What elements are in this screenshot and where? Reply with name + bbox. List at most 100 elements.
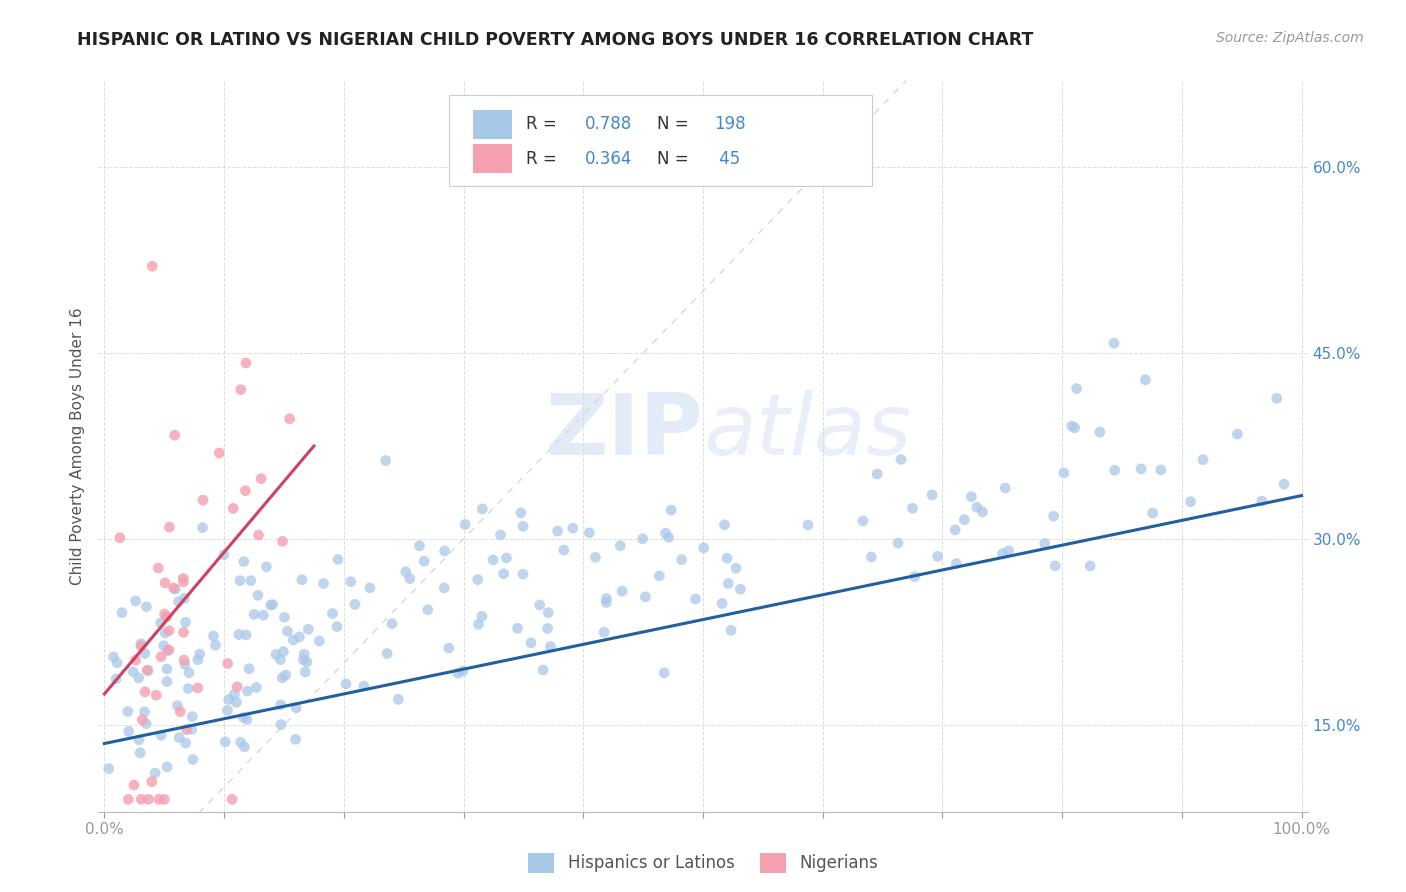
Text: R =: R = bbox=[526, 150, 562, 168]
Point bbox=[1078, 558, 1101, 573]
Point bbox=[224, 687, 246, 701]
Point bbox=[191, 493, 214, 508]
Point bbox=[713, 517, 735, 532]
Point bbox=[128, 732, 150, 747]
Point bbox=[609, 539, 631, 553]
Point bbox=[408, 539, 430, 553]
Point bbox=[181, 753, 204, 767]
Point bbox=[97, 762, 120, 776]
Point bbox=[717, 576, 740, 591]
Point bbox=[671, 552, 693, 566]
Point bbox=[1033, 536, 1056, 550]
Point bbox=[612, 584, 634, 599]
Point bbox=[529, 598, 551, 612]
Point bbox=[188, 647, 211, 661]
Point bbox=[583, 550, 606, 565]
Point bbox=[416, 603, 439, 617]
Point bbox=[273, 610, 295, 624]
Point bbox=[166, 698, 188, 713]
Point bbox=[531, 663, 554, 677]
Point bbox=[454, 517, 477, 532]
Point bbox=[134, 705, 156, 719]
Point bbox=[221, 792, 243, 806]
Point bbox=[236, 713, 259, 727]
Point bbox=[335, 677, 357, 691]
Point bbox=[167, 594, 190, 608]
Point bbox=[659, 503, 682, 517]
Point bbox=[129, 637, 152, 651]
Point bbox=[1265, 392, 1288, 406]
Point bbox=[288, 630, 311, 644]
Point bbox=[292, 647, 315, 661]
Point bbox=[204, 638, 226, 652]
Point bbox=[129, 639, 152, 653]
Point bbox=[271, 671, 294, 685]
Point bbox=[433, 544, 456, 558]
Point bbox=[232, 710, 254, 724]
Point bbox=[997, 544, 1019, 558]
Point bbox=[866, 467, 889, 481]
Point bbox=[1043, 558, 1066, 573]
Point bbox=[225, 695, 247, 709]
Point bbox=[153, 792, 176, 806]
Point bbox=[537, 606, 560, 620]
Point bbox=[236, 684, 259, 698]
Point bbox=[395, 565, 418, 579]
Point bbox=[312, 576, 335, 591]
Point bbox=[226, 680, 249, 694]
Point bbox=[138, 792, 160, 806]
Point bbox=[218, 692, 240, 706]
Point bbox=[711, 597, 734, 611]
Point bbox=[273, 644, 295, 658]
Point bbox=[167, 731, 190, 745]
Point bbox=[243, 607, 266, 622]
Point bbox=[174, 615, 197, 630]
Point bbox=[538, 640, 561, 654]
Point bbox=[153, 575, 176, 590]
Point bbox=[294, 665, 316, 679]
Point bbox=[141, 774, 163, 789]
Point bbox=[953, 513, 976, 527]
Point bbox=[149, 615, 172, 630]
Point bbox=[471, 502, 494, 516]
Point bbox=[278, 412, 301, 426]
Point bbox=[245, 681, 267, 695]
Point bbox=[451, 664, 474, 678]
Point bbox=[177, 681, 200, 696]
Point bbox=[270, 717, 292, 731]
Point bbox=[111, 606, 134, 620]
Point bbox=[122, 778, 145, 792]
Point bbox=[547, 524, 569, 538]
Point bbox=[1053, 466, 1076, 480]
Point bbox=[260, 598, 283, 612]
Point bbox=[270, 698, 292, 712]
Point bbox=[122, 665, 145, 679]
Point bbox=[904, 569, 927, 583]
Point bbox=[250, 472, 273, 486]
Point bbox=[495, 551, 517, 566]
Point bbox=[326, 619, 349, 633]
Point bbox=[387, 692, 409, 706]
Point bbox=[262, 598, 284, 612]
FancyBboxPatch shape bbox=[449, 95, 872, 186]
Point bbox=[118, 724, 141, 739]
Point bbox=[295, 655, 318, 669]
Point bbox=[648, 569, 671, 583]
Point bbox=[520, 636, 543, 650]
Point bbox=[433, 581, 456, 595]
Point bbox=[593, 625, 616, 640]
Point bbox=[921, 488, 943, 502]
Point bbox=[238, 662, 260, 676]
Point bbox=[202, 629, 225, 643]
Point bbox=[1250, 494, 1272, 508]
Point bbox=[269, 653, 291, 667]
Point bbox=[284, 732, 307, 747]
Point bbox=[148, 792, 170, 806]
Point bbox=[159, 520, 181, 534]
Point bbox=[634, 590, 657, 604]
Point bbox=[222, 501, 245, 516]
Point bbox=[509, 506, 531, 520]
Point bbox=[276, 624, 298, 639]
Point bbox=[285, 700, 308, 714]
Point bbox=[172, 572, 194, 586]
